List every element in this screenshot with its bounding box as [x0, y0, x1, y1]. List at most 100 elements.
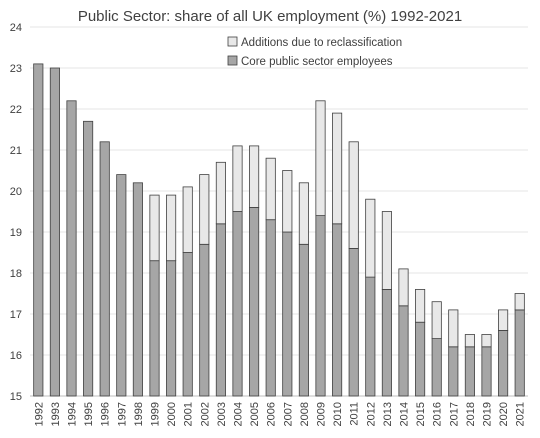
bar-additions-2003 — [215, 161, 226, 225]
bar-core-2004 — [232, 211, 243, 397]
legend-swatch-additions — [227, 36, 238, 47]
bar-core-2011 — [348, 247, 359, 397]
bar-core-1995 — [83, 120, 94, 397]
x-tick-label: 2013 — [382, 402, 394, 426]
y-tick-label: 20 — [10, 186, 22, 198]
x-tick-label: 1998 — [133, 402, 145, 426]
bar-additions-2013 — [381, 211, 392, 290]
bar-core-2005 — [249, 206, 260, 397]
bar-core-2008 — [298, 243, 309, 397]
bar-core-1992 — [33, 63, 44, 397]
y-axis-ticks: 15 16 17 18 19 20 21 22 23 24 — [10, 22, 22, 403]
bar-additions-2012 — [365, 198, 376, 278]
bar-core-1993 — [49, 67, 60, 397]
bar-additions-2000 — [166, 194, 177, 262]
bar-core-2000 — [166, 260, 177, 397]
bar-core-1999 — [149, 260, 160, 397]
bar-additions-2007 — [282, 170, 293, 233]
bar-additions-2021 — [514, 293, 525, 311]
bar-additions-2006 — [265, 157, 276, 221]
x-tick-label: 2001 — [183, 402, 195, 426]
x-tick-label: 1993 — [50, 402, 62, 426]
x-tick-label: 2012 — [365, 402, 377, 426]
x-tick-label: 2019 — [482, 402, 494, 426]
bar-core-1998 — [132, 182, 143, 397]
x-tick-label: 1996 — [100, 402, 112, 426]
x-tick-label: 2008 — [299, 402, 311, 426]
bar-core-2014 — [398, 305, 409, 397]
bar-core-2019 — [481, 346, 492, 397]
legend-label-additions: Additions due to reclassification — [241, 37, 402, 49]
bar-core-2001 — [182, 252, 193, 397]
y-tick-label: 22 — [10, 104, 22, 116]
bar-additions-2019 — [481, 334, 492, 348]
bar-core-2012 — [365, 276, 376, 397]
x-tick-label: 1995 — [83, 402, 95, 426]
bar-core-2020 — [498, 329, 509, 397]
y-tick-label: 15 — [10, 391, 22, 403]
x-axis-ticks: 1992 1993 1994 1995 1996 1997 1998 1999 2000 2001… — [33, 402, 526, 426]
x-tick-label: 2002 — [199, 402, 211, 426]
bar-core-2009 — [315, 215, 326, 397]
bar-additions-2011 — [348, 141, 359, 249]
y-tick-label: 19 — [10, 227, 22, 239]
bar-core-2017 — [448, 346, 459, 397]
bar-core-2018 — [464, 346, 475, 397]
bars — [33, 63, 525, 397]
bar-additions-2016 — [431, 301, 442, 340]
y-tick-label: 17 — [10, 309, 22, 321]
bar-additions-2015 — [415, 288, 426, 323]
bar-core-2021 — [514, 309, 525, 397]
bar-additions-2004 — [232, 145, 243, 212]
bar-core-2015 — [415, 321, 426, 397]
bar-additions-2018 — [464, 334, 475, 348]
bar-core-2010 — [332, 223, 343, 397]
y-tick-label: 16 — [10, 350, 22, 362]
y-tick-label: 23 — [10, 63, 22, 75]
bar-core-2006 — [265, 219, 276, 397]
x-tick-label: 2016 — [432, 402, 444, 426]
bar-additions-2002 — [199, 174, 210, 245]
bar-additions-2020 — [498, 309, 509, 331]
x-tick-label: 2009 — [316, 402, 328, 426]
x-tick-label: 2018 — [465, 402, 477, 426]
bar-core-2013 — [381, 288, 392, 397]
x-tick-label: 1999 — [150, 402, 162, 426]
bar-additions-2001 — [182, 186, 193, 253]
x-tick-label: 2007 — [282, 402, 294, 426]
bar-additions-2008 — [298, 182, 309, 245]
x-tick-label: 2006 — [266, 402, 278, 426]
bar-additions-2009 — [315, 100, 326, 217]
x-tick-label: 2014 — [399, 402, 411, 426]
bar-core-2016 — [431, 338, 442, 397]
bar-core-2007 — [282, 231, 293, 397]
x-tick-label: 2017 — [448, 402, 460, 426]
x-tick-label: 2011 — [349, 402, 361, 426]
bar-core-2002 — [199, 243, 210, 397]
x-tick-label: 2005 — [249, 402, 261, 426]
bar-core-1996 — [99, 141, 110, 397]
bar-additions-2010 — [332, 112, 343, 225]
bar-additions-1999 — [149, 194, 160, 262]
legend-swatch-core — [227, 55, 238, 66]
y-tick-label: 21 — [10, 145, 22, 157]
x-tick-label: 2020 — [498, 402, 510, 426]
x-tick-label: 2015 — [415, 402, 427, 426]
x-tick-label: 2010 — [332, 402, 344, 426]
bar-core-2003 — [215, 223, 226, 397]
x-tick-label: 2000 — [166, 402, 178, 426]
legend: Additions due to reclassification Core p… — [227, 36, 402, 68]
x-tick-label: 1992 — [33, 402, 45, 426]
bar-additions-2017 — [448, 309, 459, 348]
y-tick-label: 24 — [10, 22, 22, 34]
y-tick-label: 18 — [10, 268, 22, 280]
x-tick-label: 1994 — [67, 402, 79, 426]
grid — [30, 26, 528, 397]
x-tick-label: 1997 — [116, 402, 128, 426]
bar-additions-2014 — [398, 268, 409, 307]
x-tick-label: 2003 — [216, 402, 228, 426]
chart-title: Public Sector: share of all UK employmen… — [78, 8, 462, 25]
bar-core-1997 — [116, 174, 127, 397]
